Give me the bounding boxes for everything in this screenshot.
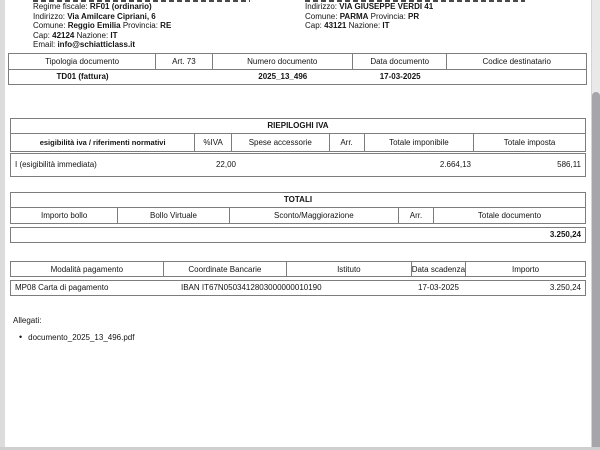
tipologia-value: TD01 (fattura) (56, 72, 109, 81)
page-bottom-edge (0, 447, 600, 450)
riepiloghi-iva-table: RIEPILOGHI IVA esigibilità iva / riferim… (10, 118, 586, 152)
bullet-icon: • (19, 332, 23, 342)
header-codice-destinatario: Codice destinatario (482, 57, 551, 66)
totali-title: TOTALI (11, 193, 585, 208)
scrollbar-track[interactable] (591, 0, 600, 450)
header-tipologia-documento: Tipologia documento (9, 54, 157, 69)
header-arr: Arr. (399, 208, 434, 223)
clipped-text-line (305, 0, 525, 2)
clipped-text-line (33, 0, 250, 2)
modalita-pagamento-value: MP08 Carta di pagamento (15, 283, 109, 292)
header-arr: Arr. (330, 134, 365, 151)
attachment-list-item: • documento_2025_13_496.pdf (19, 332, 134, 342)
document-info-header-row: Tipologia documento Art. 73 Numero docum… (9, 54, 586, 70)
data-scadenza-value: 17-03-2025 (418, 283, 459, 292)
riepiloghi-iva-data-box: I (esigibilità immediata) 22,00 2.664,13… (10, 153, 586, 177)
header-perc-iva: %IVA (195, 134, 232, 151)
totali-table: TOTALI Importo bollo Bollo Virtuale Scon… (10, 192, 586, 224)
header-art-73: Art. 73 (156, 54, 213, 69)
perc-iva-value: 22,00 (215, 160, 236, 169)
totali-data-box: 3.250,24 (10, 227, 586, 243)
riepiloghi-iva-row: I (esigibilità immediata) 22,00 2.664,13… (11, 154, 585, 176)
totale-documento-value: 3.250,24 (549, 230, 581, 239)
pagamento-data-box: MP08 Carta di pagamento IBAN IT67N050341… (10, 280, 586, 296)
supplier-comune-line: Comune: Reggio Emilia Provincia: RE (33, 21, 172, 30)
customer-comune-line: Comune: PARMA Provincia: PR (305, 11, 420, 21)
totale-imponibile-value: 2.664,13 (439, 160, 471, 169)
empty-cell (156, 70, 213, 84)
customer-cap-line: Cap: 43121 Nazione: IT (305, 21, 390, 30)
header-coordinate-bancarie: Coordinate Bancarie (164, 262, 288, 276)
header-data-documento: Data documento (353, 54, 448, 69)
header-importo: Importo (511, 264, 540, 274)
document-info-table: Tipologia documento Art. 73 Numero docum… (8, 53, 587, 85)
supplier-email-line: Email: info@schiatticlass.it (33, 40, 136, 49)
header-istituto: Istituto (287, 262, 412, 276)
header-data-scadenza: Data scadenza (412, 262, 467, 276)
pagamento-table: Modalità pagamento Coordinate Bancarie I… (10, 261, 586, 277)
document-page: Regime fiscale: RF01 (ordinario) Indiriz… (5, 0, 591, 447)
totale-imposta-value: 586,11 (557, 160, 581, 169)
supplier-address-line: Indirizzo: Via Amilcare Cipriani, 6 (33, 11, 156, 21)
customer-address-line: Indirizzo: VIA GIUSEPPE VERDI 41 (305, 2, 434, 11)
scrollbar-thumb[interactable] (592, 92, 600, 450)
header-importo-bollo: Importo bollo (11, 208, 119, 223)
header-numero-documento: Numero documento (213, 54, 353, 69)
header-totale-imposta: Totale imposta (503, 138, 556, 147)
customer-details: Indirizzo: VIA GIUSEPPE VERDI 41 Comune:… (305, 2, 433, 31)
header-totale-documento: Totale documento (477, 211, 542, 220)
document-info-row: TD01 (fattura) 2025_13_496 17-03-2025 (9, 70, 586, 84)
header-totale-imponibile: Totale imponibile (365, 134, 475, 151)
pagamento-row: MP08 Carta di pagamento IBAN IT67N050341… (11, 281, 585, 295)
supplier-details: Regime fiscale: RF01 (ordinario) Indiriz… (33, 2, 171, 50)
allegati-label: Allegati: (13, 316, 42, 325)
attachment-link[interactable]: documento_2025_13_496.pdf (28, 333, 135, 342)
totali-row: 3.250,24 (11, 228, 585, 242)
numero-documento-value: 2025_13_496 (258, 72, 308, 81)
esigibilita-value: I (esigibilità immediata) (15, 160, 97, 169)
data-documento-value: 17-03-2025 (379, 72, 421, 81)
importo-value: 3.250,24 (549, 283, 581, 292)
supplier-regime-line: Regime fiscale: RF01 (ordinario) (33, 2, 152, 11)
header-modalita-pagamento: Modalità pagamento (11, 262, 164, 276)
riepiloghi-iva-header-row: esigibilità iva / riferimenti normativi … (11, 134, 585, 151)
riepiloghi-iva-title: RIEPILOGHI IVA (11, 119, 585, 134)
header-spese-accessorie: Spese accessorie (232, 134, 330, 151)
iban-value: IBAN IT67N0503412803000000010190 (181, 283, 322, 292)
totali-header-row: Importo bollo Bollo Virtuale Sconto/Magg… (11, 208, 585, 223)
empty-cell (447, 70, 585, 84)
header-sconto-maggiorazione: Sconto/Maggiorazione (230, 208, 399, 223)
header-bollo-virtuale: Bollo Virtuale (118, 208, 230, 223)
supplier-cap-line: Cap: 42124 Nazione: IT (33, 30, 118, 40)
header-esigibilita-iva: esigibilità iva / riferimenti normativi (11, 134, 196, 151)
pagamento-header-row: Modalità pagamento Coordinate Bancarie I… (11, 262, 585, 276)
